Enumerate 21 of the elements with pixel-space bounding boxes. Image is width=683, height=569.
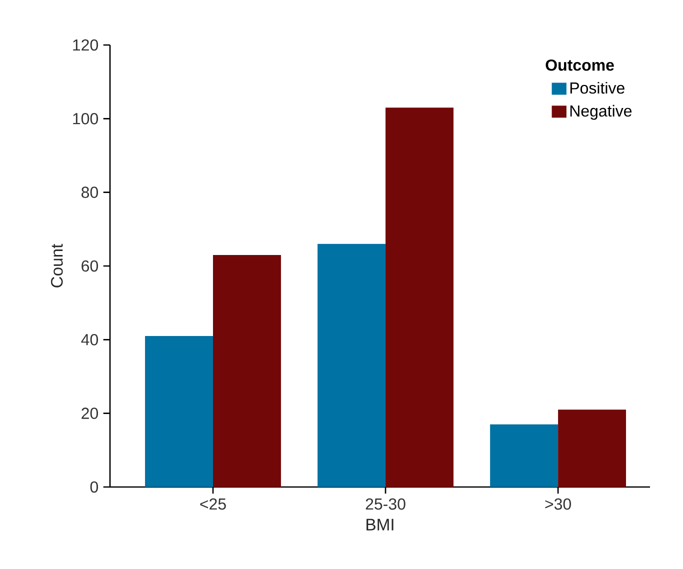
bar (213, 254, 281, 487)
y-tick-label: 20 (82, 408, 98, 419)
y-tick-label: 80 (82, 186, 98, 198)
y-tick-label: 100 (73, 113, 98, 124)
bar (318, 244, 386, 487)
bar (558, 410, 626, 487)
x-tick-label: >30 (545, 498, 571, 510)
bar (145, 336, 213, 487)
x-tick-label: <25 (200, 498, 226, 510)
y-tick-label: 40 (81, 334, 98, 346)
legend-label: Positive (570, 82, 624, 94)
bar (490, 424, 558, 487)
x-axis-title: BMI (366, 518, 394, 530)
y-axis-title: Count (50, 244, 63, 288)
legend-label: Negative (570, 104, 632, 120)
y-tick-label: 120 (73, 39, 98, 51)
bar (386, 108, 454, 487)
y-tick-label: 60 (82, 260, 98, 272)
legend-title: Outcome (546, 59, 614, 71)
y-tick-label: 0 (90, 481, 98, 493)
x-tick-label: 25-30 (366, 498, 406, 510)
